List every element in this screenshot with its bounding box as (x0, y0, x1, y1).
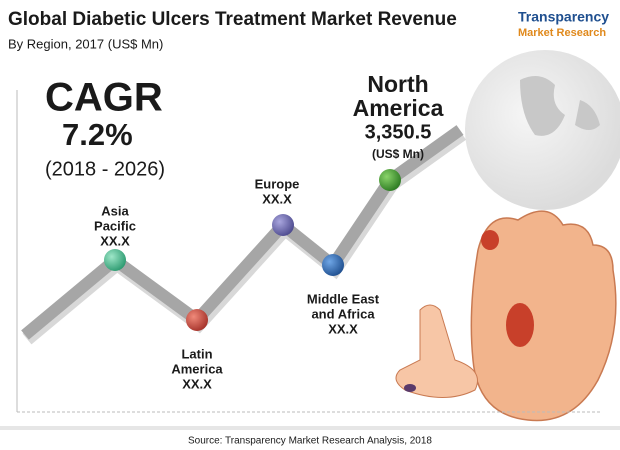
region-name: North (367, 71, 428, 97)
cagr-value: 7.2% (62, 117, 133, 152)
region-unit: (US$ Mn) (372, 147, 424, 161)
region-name: Latin (181, 346, 212, 361)
node (379, 169, 401, 191)
title: Global Diabetic Ulcers Treatment Market … (8, 9, 457, 30)
small-foot (395, 304, 478, 398)
region-name: Middle East (307, 291, 380, 306)
globe-land (520, 76, 600, 136)
region-name: America (353, 95, 444, 121)
region-value: XX.X (182, 376, 212, 391)
region-name: America (171, 361, 223, 376)
node (322, 254, 344, 276)
node (186, 309, 208, 331)
region-name: Europe (255, 176, 300, 191)
region-value: XX.X (100, 233, 130, 248)
region-value: XX.X (328, 321, 358, 336)
region-name: Pacific (94, 218, 136, 233)
source: Source: Transparency Market Research Ana… (188, 436, 432, 447)
node (272, 214, 294, 236)
ulcer (506, 303, 534, 347)
region-name: and Africa (311, 306, 375, 321)
cagr-period: (2018 - 2026) (45, 158, 165, 180)
ulcer (481, 230, 499, 250)
subtitle: By Region, 2017 (US$ Mn) (8, 36, 163, 51)
logo-text: Transparency (518, 9, 609, 25)
logo-text: Market Research (518, 27, 606, 39)
region-value: 3,350.5 (365, 121, 432, 143)
region-value: XX.X (262, 191, 292, 206)
ulcer (404, 384, 416, 392)
footer-band (0, 426, 620, 430)
cagr-label: CAGR (45, 76, 163, 120)
region-name: Asia (101, 203, 129, 218)
node (104, 249, 126, 271)
